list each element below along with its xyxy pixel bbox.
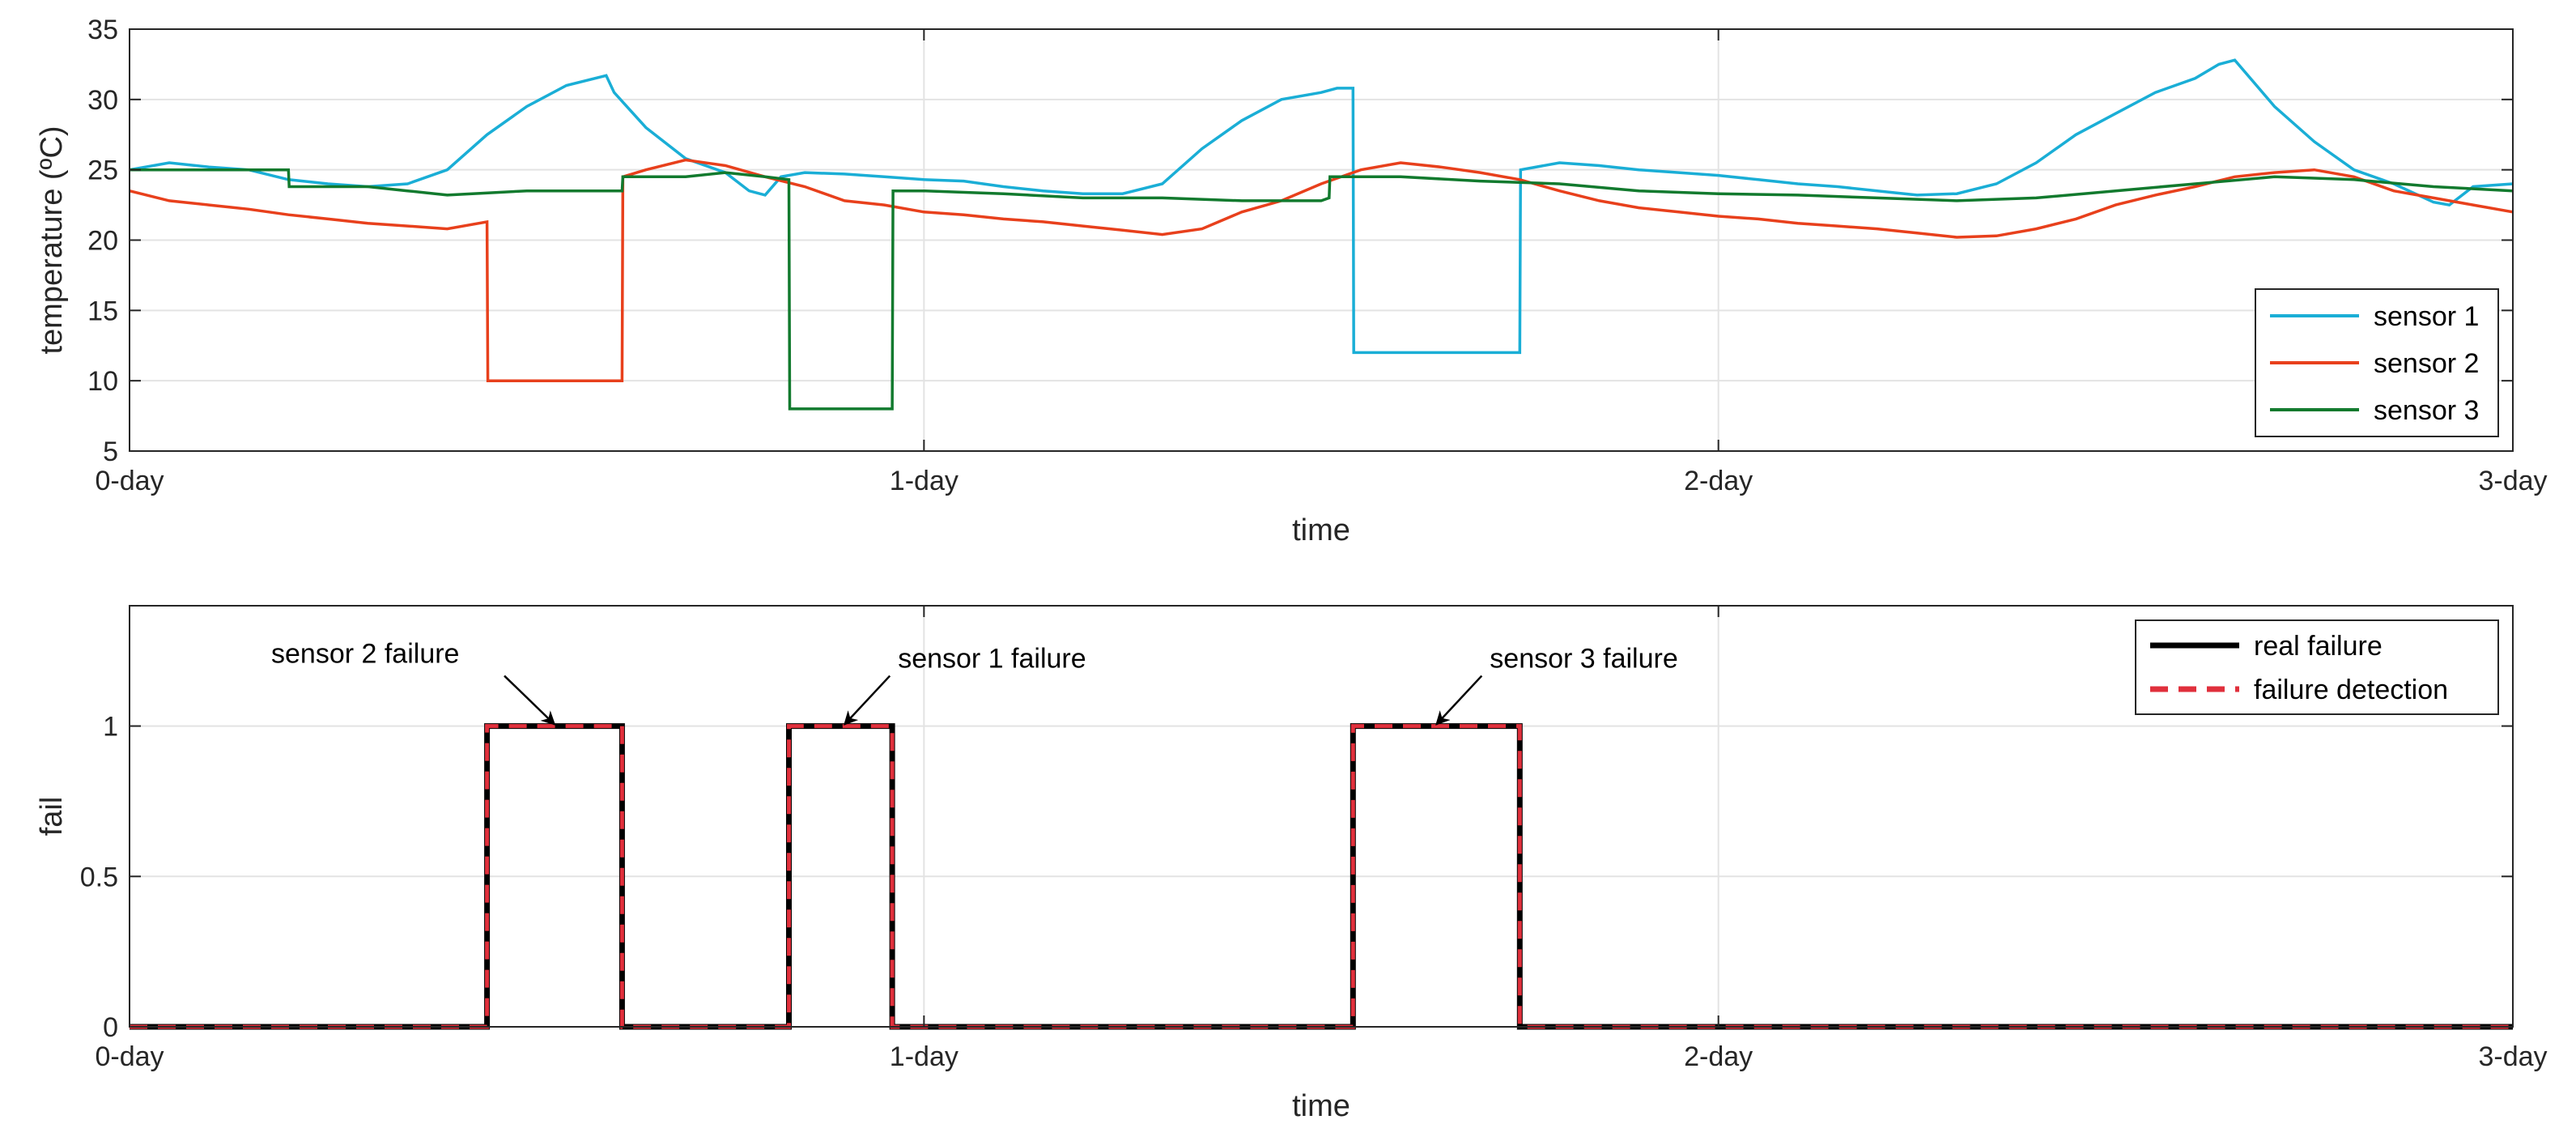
annotation-arrow-3 (1435, 675, 1483, 726)
legend-label-3: sensor 3 (2374, 395, 2479, 426)
legend-label-2: sensor 2 (2374, 348, 2479, 379)
x-tick-label: 2-day (1684, 466, 1753, 496)
chart-panel-1: 0-day 1-day 2-day 3-day 5 10 15 20 25 30 35 time tem… (35, 15, 2548, 547)
legend: sensor 1 sensor 2 sensor 3 (2255, 288, 2499, 437)
x-tick-label: 2-day (1684, 1041, 1753, 1072)
y-tick-label: 35 (87, 15, 118, 45)
annotation-arrow-1 (504, 675, 556, 726)
series-line-2 (129, 158, 2514, 382)
x-tick-label: 1-day (890, 466, 959, 496)
annotation-label-3: sensor 3 failure (1490, 644, 1677, 675)
y-tick-label: 10 (87, 366, 118, 397)
x-axis-label: time (1292, 513, 1350, 547)
annotation-label-1: sensor 2 failure (271, 639, 459, 670)
y-tick-label: 15 (87, 296, 118, 326)
series-line-2 (130, 724, 2513, 1029)
chart-panel-2: 0-day 1-day 2-day 3-day 0 0.5 1 time fail real fa… (35, 605, 2548, 1123)
legend-label-1: sensor 1 (2374, 301, 2479, 332)
y-tick-label: 0 (103, 1012, 118, 1043)
x-tick-label: 1-day (890, 1041, 959, 1072)
legend-box (2135, 619, 2499, 715)
plot-area (130, 606, 2513, 1027)
x-tick-label: 3-day (2478, 1041, 2547, 1072)
series-line-3 (130, 168, 2514, 411)
series-line-1 (129, 58, 2514, 355)
x-axis-label: time (1292, 1089, 1350, 1123)
y-tick-label: 20 (87, 226, 118, 257)
annotation-arrow-2 (844, 675, 891, 726)
y-tick-label: 25 (87, 155, 118, 186)
legend-label-1: real failure (2254, 631, 2383, 662)
annotation-label-2: sensor 1 failure (898, 644, 1086, 675)
x-tick-label: 3-day (2478, 466, 2547, 496)
axes-frame (129, 605, 2514, 1028)
y-tick-label: 5 (103, 436, 118, 467)
x-tick-label: 0-day (95, 1041, 164, 1072)
legend: real failure failure detection (2135, 619, 2499, 715)
y-tick-label: 1 (103, 712, 118, 743)
y-tick-label: 30 (87, 85, 118, 116)
y-axis-label: fail (35, 797, 69, 837)
y-axis-label: temperature (ºC) (35, 126, 69, 354)
legend-label-2: failure detection (2254, 675, 2448, 705)
x-tick-label: 0-day (95, 466, 164, 496)
y-tick-label: 0.5 (80, 862, 118, 892)
